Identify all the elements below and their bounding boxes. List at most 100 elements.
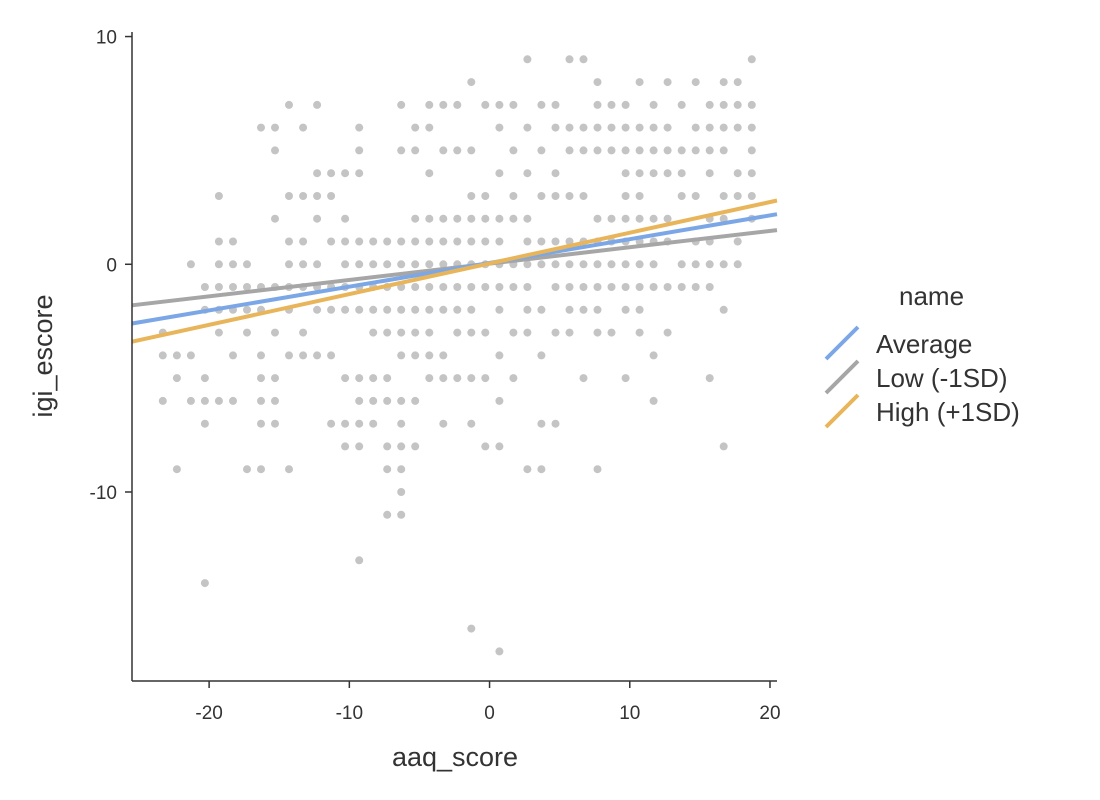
data-point: [411, 396, 420, 405]
data-point: [369, 374, 378, 383]
data-point: [271, 123, 279, 132]
data-point: [341, 260, 350, 269]
data-point: [411, 146, 420, 155]
data-point: [397, 442, 406, 451]
data-point: [243, 305, 251, 314]
data-point: [341, 374, 350, 383]
data-point: [663, 123, 672, 132]
data-point: [635, 78, 644, 87]
data-point: [579, 283, 588, 291]
data-point: [579, 305, 588, 314]
data-point: [439, 283, 448, 291]
data-point: [341, 214, 350, 223]
data-point: [733, 100, 742, 109]
data-point: [425, 260, 434, 269]
data-point: [425, 237, 434, 246]
data-point: [593, 123, 602, 132]
data-point: [537, 100, 546, 109]
data-point: [537, 237, 546, 246]
data-point: [383, 328, 392, 337]
data-point: [397, 510, 406, 519]
data-point: [439, 374, 448, 383]
data-point: [733, 169, 742, 178]
data-point: [313, 260, 322, 269]
data-point: [649, 146, 658, 155]
data-point: [523, 214, 532, 223]
data-point: [425, 123, 434, 132]
data-point: [383, 396, 392, 405]
data-point: [467, 237, 476, 246]
data-point: [635, 214, 644, 223]
data-point: [607, 214, 616, 223]
data-point: [719, 146, 728, 155]
data-point: [425, 305, 434, 314]
data-point: [313, 214, 322, 223]
regression-lines-layer: [131, 198, 778, 344]
data-point: [551, 169, 560, 178]
data-point: [299, 237, 308, 246]
data-point: [397, 488, 406, 496]
y-tick-label: 0: [106, 255, 117, 276]
data-point: [397, 305, 406, 314]
data-point: [214, 192, 223, 200]
data-point: [397, 260, 406, 269]
data-point: [509, 146, 518, 155]
data-point: [327, 237, 336, 246]
data-point: [523, 305, 532, 314]
data-point: [383, 510, 392, 519]
data-point: [425, 374, 434, 383]
data-point: [481, 283, 490, 291]
data-point: [285, 260, 293, 269]
points-layer: [158, 55, 756, 656]
data-point: [621, 283, 630, 291]
data-point: [481, 374, 490, 383]
data-point: [551, 100, 560, 109]
data-point: [299, 260, 308, 269]
data-point: [355, 396, 364, 405]
data-point: [243, 260, 251, 269]
data-point: [271, 146, 279, 155]
data-point: [523, 123, 532, 132]
data-point: [172, 374, 181, 383]
data-point: [271, 374, 279, 383]
data-point: [186, 260, 195, 269]
data-point: [523, 169, 532, 178]
data-point: [453, 374, 462, 383]
data-point: [425, 328, 434, 337]
data-point: [649, 123, 658, 132]
data-point: [677, 146, 686, 155]
data-point: [565, 305, 574, 314]
data-point: [663, 169, 672, 178]
data-point: [691, 78, 700, 87]
data-point: [747, 123, 756, 132]
data-point: [663, 283, 672, 291]
data-point: [383, 374, 392, 383]
data-point: [649, 351, 658, 360]
legend-title: name: [899, 281, 964, 311]
data-point: [172, 351, 181, 360]
data-point: [271, 419, 279, 428]
data-point: [439, 260, 448, 269]
data-point: [719, 192, 728, 200]
data-point: [663, 146, 672, 155]
data-point: [200, 374, 209, 383]
data-point: [635, 169, 644, 178]
data-point: [607, 328, 616, 337]
data-point: [467, 624, 476, 633]
data-point: [285, 100, 293, 109]
data-point: [495, 442, 504, 451]
data-point: [621, 260, 630, 269]
data-point: [607, 283, 616, 291]
data-point: [327, 419, 336, 428]
data-point: [495, 305, 504, 314]
data-point: [467, 192, 476, 200]
data-point: [453, 237, 462, 246]
data-point: [341, 442, 350, 451]
data-point: [214, 283, 223, 291]
data-point: [705, 100, 714, 109]
data-point: [705, 283, 714, 291]
data-point: [411, 351, 420, 360]
data-point: [635, 260, 644, 269]
data-point: [621, 192, 630, 200]
data-point: [565, 192, 574, 200]
